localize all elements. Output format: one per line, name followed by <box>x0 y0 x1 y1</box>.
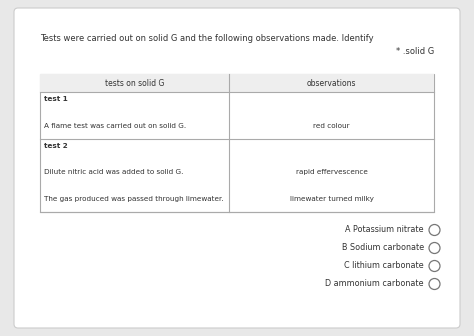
Circle shape <box>429 224 440 236</box>
Text: red colour: red colour <box>313 123 350 129</box>
Text: test 1: test 1 <box>44 96 68 102</box>
Text: B Sodium carbonate: B Sodium carbonate <box>342 244 424 252</box>
Circle shape <box>429 260 440 271</box>
Text: test 2: test 2 <box>44 143 68 149</box>
Text: Dilute nitric acid was added to solid G.: Dilute nitric acid was added to solid G. <box>44 169 183 175</box>
Text: A flame test was carried out on solid G.: A flame test was carried out on solid G. <box>44 123 186 129</box>
Text: tests on solid G: tests on solid G <box>105 79 164 87</box>
Bar <box>40 74 434 212</box>
Text: A Potassium nitrate: A Potassium nitrate <box>346 225 424 235</box>
Text: observations: observations <box>307 79 356 87</box>
Circle shape <box>429 243 440 253</box>
FancyBboxPatch shape <box>14 8 460 328</box>
Text: C lithium carbonate: C lithium carbonate <box>345 261 424 270</box>
Text: D ammonium carbonate: D ammonium carbonate <box>326 280 424 289</box>
Text: * .solid G: * .solid G <box>396 47 434 56</box>
Text: rapid effervescence: rapid effervescence <box>296 169 367 175</box>
Circle shape <box>429 279 440 290</box>
Text: limewater turned milky: limewater turned milky <box>290 196 374 202</box>
Text: Tests were carried out on solid G and the following observations made. Identify: Tests were carried out on solid G and th… <box>40 34 374 43</box>
Text: The gas produced was passed through limewater.: The gas produced was passed through lime… <box>44 196 224 202</box>
Bar <box>40 74 434 92</box>
